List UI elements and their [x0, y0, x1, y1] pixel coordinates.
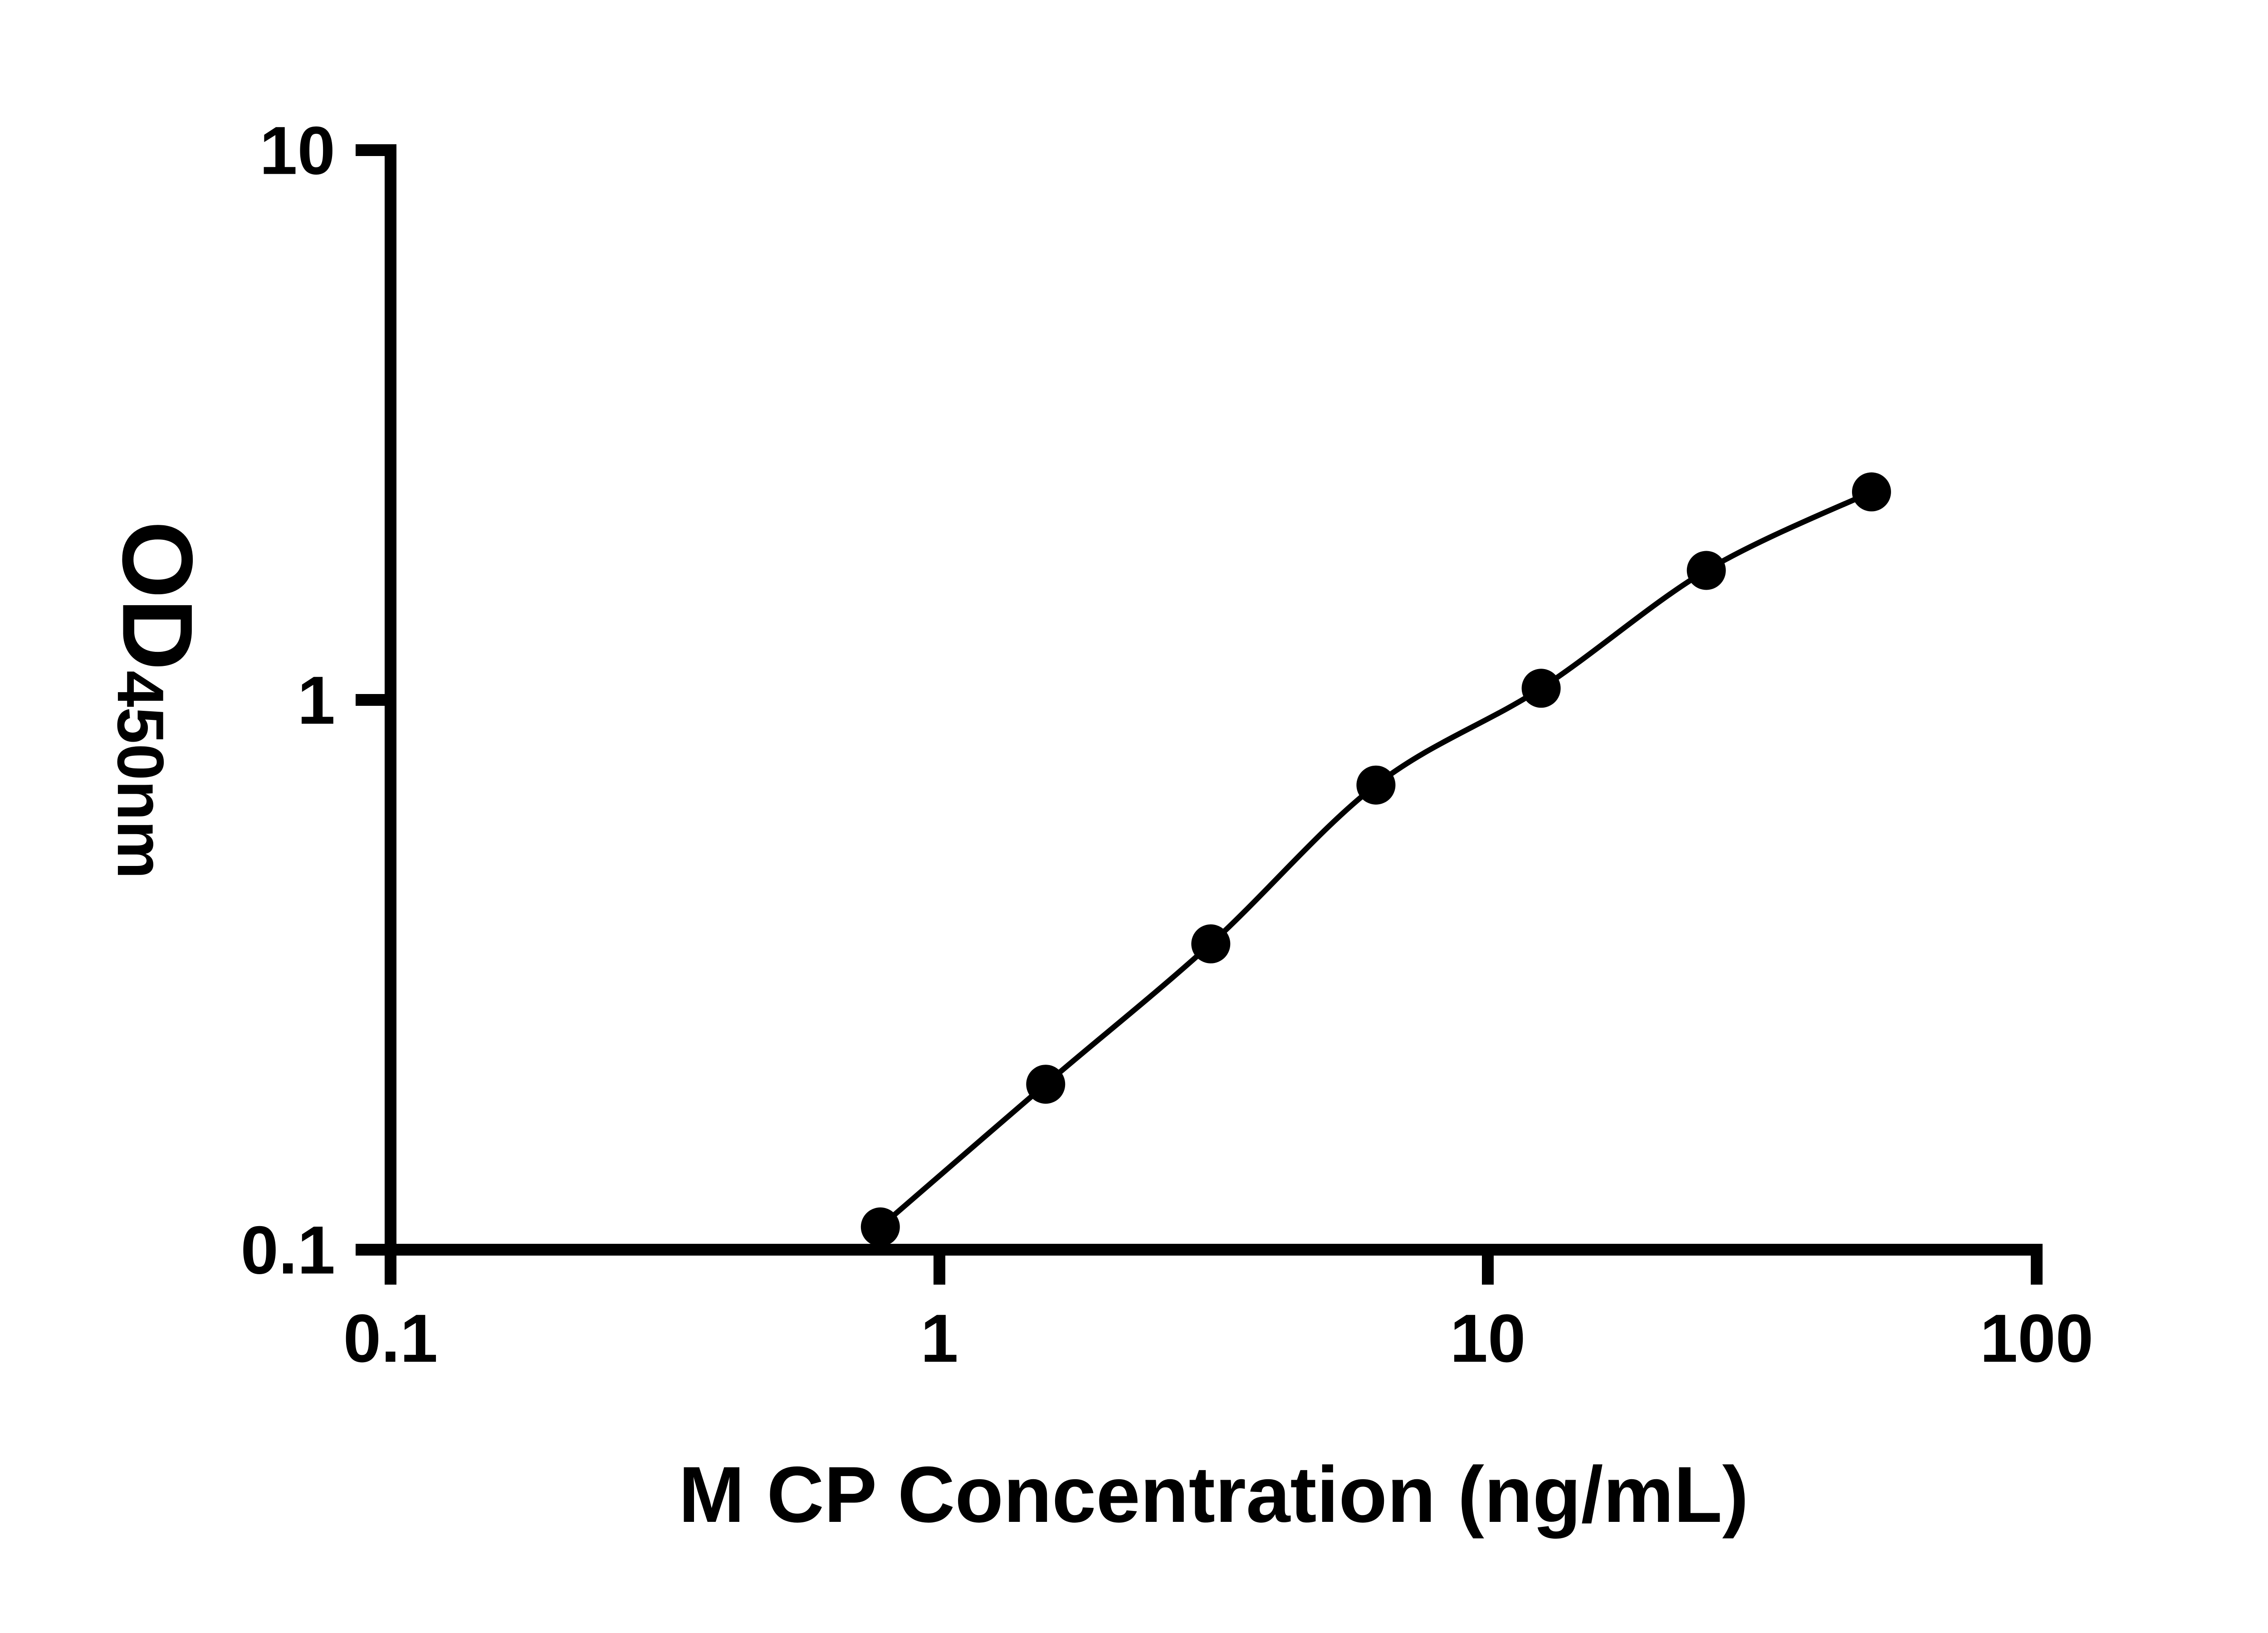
y-tick-label: 1 — [298, 662, 335, 738]
y-tick-label: 0.1 — [240, 1212, 335, 1288]
y-axis-title-main: OD — [102, 521, 214, 671]
x-tick-label: 10 — [1450, 1300, 1526, 1376]
data-point-marker — [1521, 669, 1561, 708]
data-point-marker — [1686, 551, 1726, 590]
data-point-marker — [1852, 472, 1891, 512]
y-tick-label: 10 — [259, 112, 335, 189]
standard-curve-line — [878, 489, 1873, 1229]
y-axis-title-sub: 450nm — [103, 670, 177, 879]
x-tick-label: 0.1 — [343, 1300, 438, 1376]
data-point-marker — [1356, 765, 1396, 805]
y-axis-title: OD450nm — [100, 521, 215, 879]
x-tick-label: 1 — [920, 1300, 958, 1376]
data-point-marker — [860, 1207, 900, 1247]
data-point-marker — [1191, 924, 1231, 963]
x-axis-title: M CP Concentration (ng/mL) — [678, 1451, 1749, 1539]
x-tick-label: 100 — [1980, 1300, 2093, 1376]
data-point-marker — [1026, 1065, 1066, 1104]
